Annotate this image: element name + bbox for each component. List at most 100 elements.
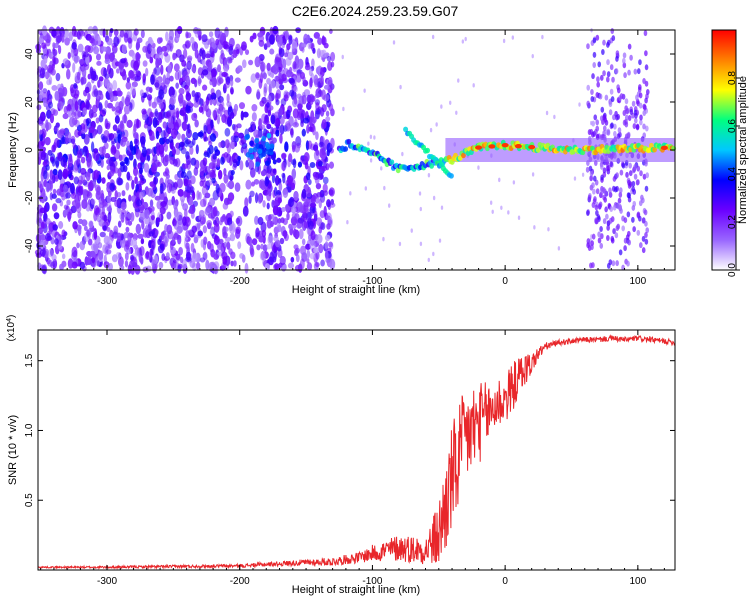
spectrogram-noise-cell <box>324 241 329 250</box>
spectrogram-signal-cell <box>245 152 251 158</box>
colorbar-tick-label: 0.0 <box>727 263 738 277</box>
spectrogram-noise-cell <box>94 245 99 255</box>
spectrogram-noise-cell <box>277 197 283 204</box>
x-tick-label: -200 <box>230 576 250 587</box>
x-tick-label: -300 <box>97 576 117 587</box>
spectrogram-noise-cell <box>172 112 177 118</box>
spectrogram-noise-cell <box>189 260 196 268</box>
spectrogram-noise-cell <box>313 74 319 86</box>
spectrogram-noise-cell <box>276 223 282 232</box>
spectrogram-noise-cell <box>195 262 201 270</box>
spectrogram-noise-cell <box>229 176 234 182</box>
spectrogram-noise-cell <box>633 173 638 180</box>
spectrogram-noise-cell <box>41 25 48 37</box>
spectrogram-noise-cell <box>158 261 164 269</box>
spectrogram-noise-cell <box>289 89 295 97</box>
spectrogram-noise-cell <box>611 76 615 83</box>
spectrogram-noise-cell <box>625 171 629 178</box>
spectrogram-noise-cell <box>39 180 45 191</box>
spectrogram-noise-cell <box>65 192 71 199</box>
spectrogram-noise-cell <box>62 172 69 178</box>
spectrogram-noise-cell <box>41 197 45 204</box>
spectrogram-noise-cell <box>245 85 252 95</box>
spectrogram-noise-cell <box>142 60 148 67</box>
spectrogram-noise-cell <box>206 93 212 101</box>
spectrogram-noise-cell <box>62 113 69 120</box>
spectrogram-noise-cell <box>187 123 191 134</box>
spectrogram-noise-cell <box>632 226 636 233</box>
spectrogram-noise-cell <box>595 218 599 225</box>
spectrogram-noise-cell <box>306 172 311 181</box>
spectrogram-noise-cell <box>63 106 68 114</box>
spectrogram-noise-cell <box>76 242 80 249</box>
spectrogram-noise-cell <box>167 64 172 74</box>
spectrogram-noise-cell <box>149 86 153 94</box>
spectrogram-noise-cell <box>245 160 249 168</box>
spectrogram-noise-cell <box>253 178 260 185</box>
spectrogram-noise-cell <box>244 262 249 274</box>
x-tick-label: 0 <box>502 576 508 587</box>
colorbar-gradient <box>711 29 737 271</box>
spectrogram-noise-cell <box>303 221 308 229</box>
spectrogram-noise-cell <box>229 78 234 87</box>
spectrogram-noise-cell <box>80 185 84 196</box>
spectrogram-noise-cell <box>52 224 58 231</box>
spectrogram-noise-cell <box>590 88 594 95</box>
spectrogram-noise-cell <box>586 242 590 249</box>
spectrogram-noise-cell <box>226 217 233 226</box>
spectrogram-noise-cell <box>279 84 285 91</box>
spectrogram-noise-cell <box>61 32 65 43</box>
spectrogram-noise-cell <box>79 261 86 270</box>
spectrogram-noise-cell <box>66 68 71 80</box>
spectrogram-noise-cell <box>202 179 207 189</box>
spectrogram-noise-cell <box>599 115 604 122</box>
spectrogram-noise-cell <box>619 93 624 100</box>
spectrogram-noise-cell <box>192 252 198 263</box>
spectrogram-noise-cell <box>432 195 436 201</box>
spectrogram-noise-cell <box>226 116 233 127</box>
spectrogram-noise-cell <box>313 32 321 39</box>
spectrogram-noise-cell <box>274 75 279 82</box>
spectrogram-noise-cell <box>238 102 246 110</box>
spectrogram-noise-cell <box>271 213 276 223</box>
spectrogram-noise-cell <box>84 257 91 266</box>
spectrogram-noise-cell <box>628 170 633 177</box>
spectrogram-noise-cell <box>642 173 647 180</box>
spectrogram-noise-cell <box>301 46 305 53</box>
spectrogram-noise-cell <box>127 264 132 275</box>
spectrogram-noise-cell <box>431 34 435 40</box>
spectrogram-noise-cell <box>273 235 279 242</box>
spectrogram-noise-cell <box>600 188 604 195</box>
spectrogram-noise-cell <box>260 170 266 177</box>
spectrogram-noise-cell <box>643 30 648 37</box>
spectrogram-y-axis-label: Frequency (Hz) <box>7 112 19 188</box>
spectrogram-noise-cell <box>139 245 145 256</box>
spectrogram-noise-cell <box>326 55 332 62</box>
spectrogram-noise-cell <box>208 61 213 71</box>
spectrogram-noise-cell <box>277 218 282 224</box>
spectrogram-noise-cell <box>208 31 214 38</box>
spectrogram-noise-cell <box>141 146 147 158</box>
spectrogram-noise-cell <box>145 67 149 77</box>
spectrogram-noise-cell <box>259 61 266 72</box>
spectrogram-noise-cell <box>592 37 597 44</box>
spectrogram-noise-cell <box>639 170 643 177</box>
spectrogram-noise-cell <box>108 170 114 177</box>
spectrogram-noise-cell <box>75 202 82 214</box>
spectrogram-noise-cell <box>599 74 604 81</box>
spectrogram-noise-cell <box>611 185 616 192</box>
spectrogram-noise-cell <box>635 94 639 101</box>
spectrogram-noise-cell <box>120 138 127 147</box>
spectrogram-noise-cell <box>160 200 167 208</box>
spectrogram-noise-cell <box>299 258 305 270</box>
spectrogram-noise-cell <box>291 168 297 180</box>
spectrogram-noise-cell <box>315 262 320 268</box>
spectrogram-noise-cell <box>66 199 71 206</box>
spectrogram-noise-cell <box>305 56 309 67</box>
spectrogram-noise-cell <box>295 247 301 254</box>
spectrogram-noise-cell <box>159 183 164 194</box>
spectrogram-noise-cell <box>177 264 182 273</box>
spectrogram-noise-cell <box>545 110 549 116</box>
spectrogram-noise-cell <box>133 28 139 36</box>
spectrogram-noise-cell <box>103 261 110 269</box>
